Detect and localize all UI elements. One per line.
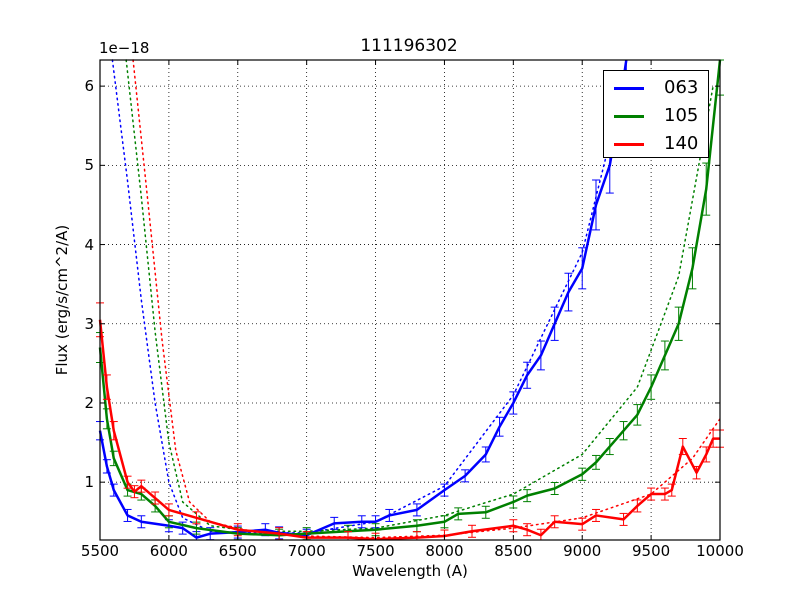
y-tick-label: 4 <box>84 235 94 254</box>
legend: 063 105 140 <box>603 70 709 158</box>
y-tick-label: 3 <box>84 314 94 333</box>
legend-label: 140 <box>664 133 699 154</box>
data-series <box>96 59 724 541</box>
legend-swatch-063 <box>614 87 644 90</box>
tick-marks <box>99 60 721 540</box>
y-tick-label: 1 <box>84 473 94 492</box>
y-tick-label: 2 <box>84 393 94 412</box>
legend-label: 105 <box>664 105 699 126</box>
x-tick-label: 9000 <box>563 542 602 560</box>
x-tick-label: 7000 <box>287 542 326 560</box>
y-tick-label: 6 <box>84 77 94 96</box>
y-tick-label: 5 <box>84 156 94 175</box>
plot-frame <box>99 59 721 541</box>
chart-title: 111196302 <box>360 36 458 56</box>
legend-swatch-140 <box>614 143 644 146</box>
x-tick-label: 6000 <box>149 542 188 560</box>
x-tick-label: 8000 <box>425 542 464 560</box>
legend-item-140: 140 <box>604 130 708 158</box>
legend-item-105: 105 <box>604 102 708 130</box>
y-offset-label: 1e−18 <box>99 39 150 57</box>
x-tick-label: 6500 <box>218 542 257 560</box>
series-063 <box>96 59 631 541</box>
x-tick-label: 8500 <box>494 542 533 560</box>
legend-label: 063 <box>664 77 699 98</box>
x-axis-label: Wavelength (A) <box>352 562 468 580</box>
legend-swatch-105 <box>614 115 644 118</box>
x-tick-label: 9500 <box>632 542 671 560</box>
y-axis-label: Flux (erg/s/cm^2/A) <box>53 224 71 376</box>
x-tick-label: 10000 <box>696 542 744 560</box>
legend-item-063: 063 <box>604 74 708 102</box>
x-tick-label: 7500 <box>356 542 395 560</box>
x-tick-label: 5500 <box>80 542 120 560</box>
